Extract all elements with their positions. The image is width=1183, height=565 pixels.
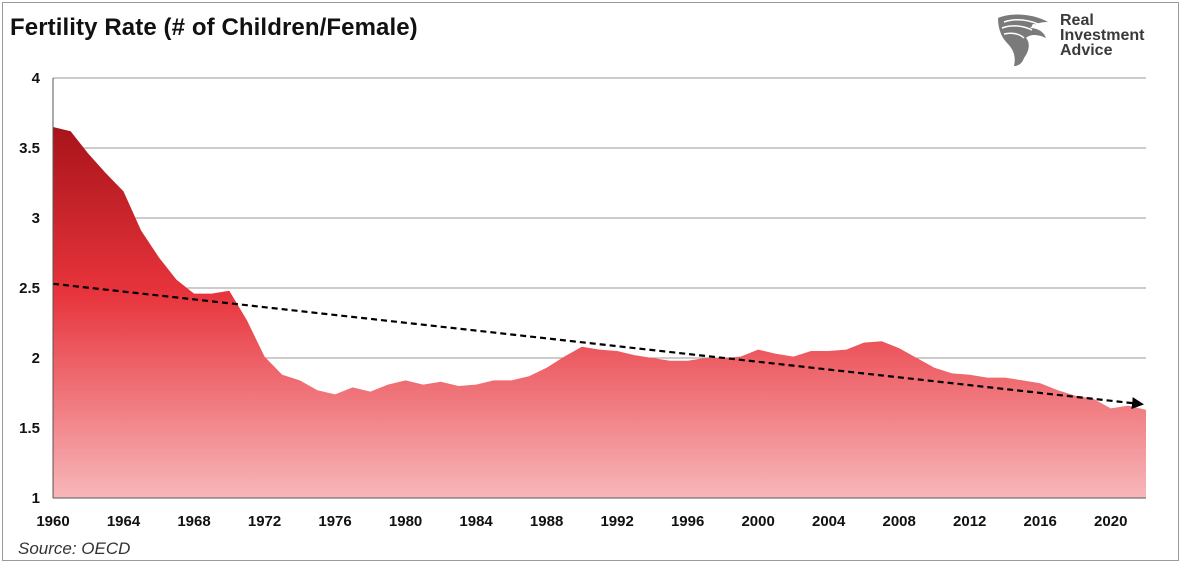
fertility-area-series bbox=[53, 127, 1146, 498]
source-note: Source: OECD bbox=[18, 539, 131, 558]
x-tick-label: 1964 bbox=[107, 513, 141, 530]
x-tick-label: 2012 bbox=[953, 513, 986, 530]
x-tick-label: 1992 bbox=[600, 513, 633, 530]
x-tick-label: 1996 bbox=[671, 513, 704, 530]
logo-line-1: Real bbox=[1060, 12, 1094, 29]
x-tick-label: 1960 bbox=[36, 513, 69, 530]
x-tick-label: 2008 bbox=[883, 513, 916, 530]
y-tick-label: 1.5 bbox=[19, 420, 40, 437]
x-tick-label: 2016 bbox=[1024, 513, 1057, 530]
y-tick-label: 3.5 bbox=[19, 140, 40, 157]
y-tick-label: 1 bbox=[32, 490, 40, 507]
y-tick-label: 3 bbox=[32, 210, 40, 227]
trend-line bbox=[52, 282, 1144, 410]
x-tick-label: 2020 bbox=[1094, 513, 1127, 530]
brand-logo: Real Investment Advice bbox=[994, 12, 1164, 68]
logo-line-2: Investment bbox=[1060, 27, 1145, 44]
logo-line-3: Advice bbox=[1060, 42, 1113, 59]
y-tick-label: 2 bbox=[32, 350, 40, 367]
x-tick-label: 1972 bbox=[248, 513, 281, 530]
x-tick-label: 1984 bbox=[459, 513, 493, 530]
y-tick-label: 2.5 bbox=[19, 280, 40, 297]
x-tick-label: 2000 bbox=[741, 513, 774, 530]
x-tick-label: 1988 bbox=[530, 513, 563, 530]
x-tick-label: 1968 bbox=[177, 513, 210, 530]
y-tick-label: 4 bbox=[32, 70, 41, 87]
x-tick-label: 2004 bbox=[812, 513, 846, 530]
x-tick-label: 1976 bbox=[318, 513, 351, 530]
chart-title: Fertility Rate (# of Children/Female) bbox=[10, 14, 418, 41]
eagle-head-icon bbox=[998, 14, 1048, 66]
x-tick-label: 1980 bbox=[389, 513, 422, 530]
